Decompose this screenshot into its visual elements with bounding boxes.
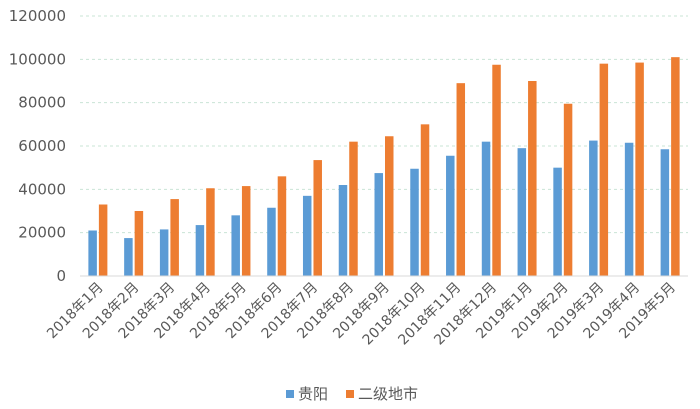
bar-prefecture	[528, 81, 537, 276]
bar-guiyang	[481, 141, 491, 276]
bar-prefecture	[206, 188, 215, 276]
grid-lines	[80, 15, 688, 234]
bar-guiyang	[553, 167, 562, 276]
legend-label-prefecture: 二级地市	[358, 385, 418, 403]
legend: 贵阳 二级地市	[286, 385, 418, 403]
y-tick-label: 60000	[18, 137, 66, 155]
bar-guiyang	[88, 230, 97, 276]
bar-guiyang	[624, 142, 634, 276]
bar-guiyang	[302, 195, 312, 276]
bar-guiyang	[195, 225, 205, 276]
bar-guiyang	[660, 149, 670, 276]
bar-prefecture	[313, 160, 322, 276]
bar-prefecture	[241, 186, 251, 276]
bar-prefecture	[420, 124, 430, 276]
bar-prefecture	[98, 204, 108, 276]
bar-prefecture	[599, 63, 609, 276]
y-axis-ticks: 0 20000 40000 60000 80000 100000 120000	[9, 7, 66, 285]
bar-guiyang	[267, 207, 276, 276]
legend-label-guiyang: 贵阳	[298, 385, 328, 403]
bar-prefecture	[492, 64, 501, 276]
bar-guiyang	[231, 215, 240, 276]
bar-guiyang	[159, 229, 169, 276]
bar-prefecture	[385, 136, 394, 276]
bar-prefecture	[134, 211, 144, 276]
bar-prefecture	[349, 141, 358, 276]
bar-prefecture	[456, 83, 466, 277]
bar-prefecture	[277, 176, 287, 276]
bars	[88, 57, 680, 277]
y-tick-label: 120000	[9, 7, 66, 25]
bar-guiyang	[589, 140, 598, 276]
y-tick-label: 20000	[18, 224, 66, 242]
bar-guiyang	[410, 168, 419, 276]
y-tick-label: 0	[56, 267, 66, 285]
bar-guiyang	[446, 155, 455, 276]
bar-prefecture	[671, 57, 680, 276]
legend-swatch-prefecture	[346, 390, 354, 398]
bar-guiyang	[517, 148, 527, 276]
bar-prefecture	[563, 103, 573, 276]
bar-guiyang	[374, 173, 383, 276]
y-tick-label: 40000	[18, 180, 66, 198]
legend-swatch-guiyang	[286, 390, 294, 398]
bar-guiyang	[338, 185, 348, 276]
x-axis-ticks: 2018年1月2018年2月2018年3月2018年4月2018年5月2018年…	[44, 280, 679, 349]
bar-guiyang	[124, 238, 133, 276]
bar-prefecture	[170, 199, 179, 276]
bar-prefecture	[635, 62, 644, 277]
y-tick-label: 80000	[18, 94, 66, 112]
y-tick-label: 100000	[9, 50, 66, 68]
